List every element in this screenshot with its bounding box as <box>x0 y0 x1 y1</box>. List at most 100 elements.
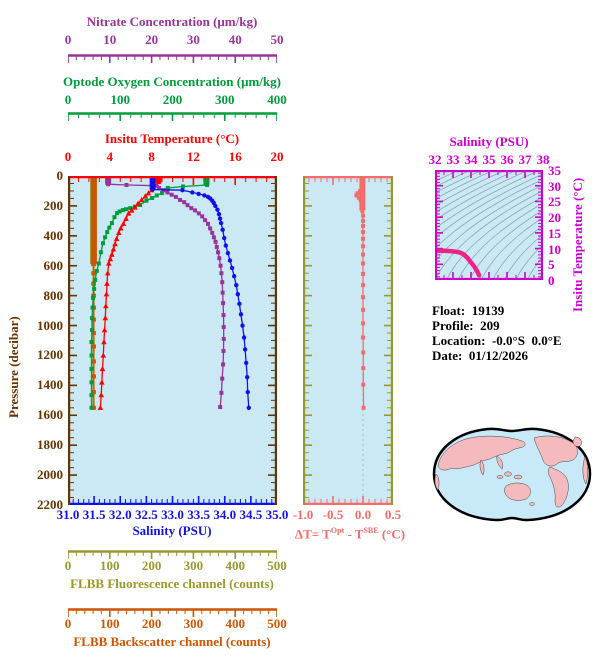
salinity-tick-label: 31.5 <box>82 507 106 522</box>
ts-salinity-tick-label: 37 <box>518 152 532 167</box>
ts-temperature-tick-label: 35 <box>548 163 561 178</box>
backscatter-tick-label: 100 <box>100 616 120 631</box>
salinity-tick-label: 33.5 <box>187 507 210 522</box>
pressure-tick-label: 1800 <box>37 437 63 453</box>
ts-temperature-tick-label: 25 <box>548 194 561 210</box>
temperature-axis-title: Insitu Temperature (°C) <box>104 131 240 146</box>
se-asia <box>496 455 504 470</box>
temperature-tick-label: 16 <box>228 149 242 164</box>
ts-salinity-tick-label: 33 <box>446 152 460 167</box>
fluorescence-tick-label: 300 <box>183 558 204 573</box>
sumatra <box>496 475 504 479</box>
backscatter-tick-label: 400 <box>225 616 245 631</box>
oxygen-tick-label: 100 <box>110 92 131 107</box>
delta-t-tick-label: 0.0 <box>354 507 372 522</box>
ts-temperature-tick-label: 10 <box>548 241 561 257</box>
pressure-tick-label: 1200 <box>37 347 63 363</box>
temperature-tick-label: 12 <box>186 149 200 164</box>
salinity-tick-label: 35.0 <box>265 507 289 522</box>
greenland <box>572 436 582 447</box>
float-info: Float: 19139 Profile: 209 Location: -0.0… <box>432 303 562 363</box>
oxygen-axis-svg <box>67 112 278 121</box>
salinity-axis-title: Salinity (PSU) <box>132 523 212 538</box>
float-id-line: Float: 19139 <box>432 303 505 318</box>
temperature-tick-label: 8 <box>148 149 155 164</box>
salinity-tick-label: 33.0 <box>161 507 184 522</box>
delta-t-tick-label: -0.5 <box>322 507 344 522</box>
salinity-tick-label: 32.0 <box>108 507 132 522</box>
pressure-tick-label: 1000 <box>37 317 63 333</box>
backscatter-axis-ticks <box>67 610 278 617</box>
nitrate-axis-svg <box>67 54 278 63</box>
ts-salinity-title: Salinity (PSU) <box>449 134 529 149</box>
pressure-tick-label: 200 <box>43 197 64 213</box>
nitrate-tick-label: 20 <box>145 32 159 47</box>
salinity-tick-label: 31.0 <box>56 507 80 522</box>
oxygen-tick-label: 0 <box>64 92 72 107</box>
right-axis-ticks <box>268 175 275 506</box>
salinity-tick-label: 34.5 <box>239 507 263 522</box>
ts-temperature-tick-label: 0 <box>548 273 555 288</box>
pressure-tick-label: 0 <box>56 168 64 183</box>
ts-salinity-tick-label: 35 <box>482 152 496 167</box>
delta-t-axis-title: ΔT= TOpt - TSBE (°C) <box>294 526 406 542</box>
new-guinea <box>513 474 523 480</box>
pressure-tick-label: 2200 <box>37 497 63 512</box>
ts-diagram-svg <box>307 169 609 281</box>
nitrate-tick-label: 0 <box>64 32 72 47</box>
nitrate-tick-label: 40 <box>228 32 242 47</box>
fluorescence-tick-label: 500 <box>267 558 287 573</box>
ts-temperature-title: Insitu Temperature (°C) <box>570 177 585 312</box>
landmasses <box>434 435 589 508</box>
backscatter-tick-label: 500 <box>267 616 287 631</box>
oxygen-tick-label: 200 <box>162 92 183 107</box>
oxygen-axis-title: Optode Oxygen Concentration (μm/kg) <box>63 74 281 89</box>
oxygen-axis-ticks <box>67 114 278 121</box>
south-america <box>548 466 569 508</box>
delta-t-tick-label: -1.0 <box>292 507 314 522</box>
location-line: Location: -0.0°S 0.0°E <box>432 333 562 348</box>
ts-salinity-tick-label: 36 <box>500 152 514 167</box>
fluorescence-tick-label: 200 <box>141 558 162 573</box>
ts-temperature-tick-label: 15 <box>548 225 561 241</box>
nitrate-axis <box>67 51 278 63</box>
borneo <box>504 471 512 477</box>
pressure-tick-label: 800 <box>43 287 64 303</box>
delta-t-plot <box>302 174 394 506</box>
profile-line: Profile: 209 <box>432 318 500 333</box>
backscatter-tick-label: 0 <box>64 616 72 631</box>
new-zealand <box>529 502 535 506</box>
backscatter-tick-label: 200 <box>141 616 162 631</box>
nitrate-tick-label: 10 <box>103 32 117 47</box>
salinity-markers <box>150 173 251 410</box>
north-america <box>533 435 578 467</box>
dt-right-ticks <box>384 175 391 506</box>
temperature-tick-label: 0 <box>64 149 72 164</box>
date-line: Date: 01/12/2026 <box>432 348 529 363</box>
eurasia <box>437 435 526 471</box>
nitrate-axis-title: Nitrate Concentration (μm/kg) <box>86 14 258 29</box>
fluorescence-tick-label: 100 <box>100 558 120 573</box>
ts-temperature-tick-label: 20 <box>548 210 561 226</box>
ts-curve <box>432 248 482 278</box>
nitrate-axis-ticks <box>67 56 278 63</box>
delta-t-tick-label: 0.5 <box>384 507 402 522</box>
africa-west-sliver <box>434 473 440 491</box>
delta-t-plot-svg <box>302 174 394 506</box>
backscatter-axis <box>67 605 278 617</box>
ts-salinity-tick-label: 34 <box>464 152 478 167</box>
profile-plot <box>67 173 278 506</box>
delta_t-markers <box>354 174 366 410</box>
oxygen-markers <box>89 174 209 410</box>
backscatter-tick-label: 300 <box>183 616 204 631</box>
oxygen-axis <box>67 109 278 121</box>
fluorescence-axis-title: FLBB Fluorescence channel (counts) <box>70 576 274 591</box>
world-map <box>432 427 592 522</box>
india <box>479 459 485 476</box>
pressure-tick-label: 600 <box>43 257 64 273</box>
oxygen-tick-label: 400 <box>267 92 287 107</box>
fluorescence-tick-label: 400 <box>225 558 245 573</box>
pressure-tick-label: 1400 <box>37 377 63 393</box>
nitrate-tick-label: 30 <box>186 32 200 47</box>
